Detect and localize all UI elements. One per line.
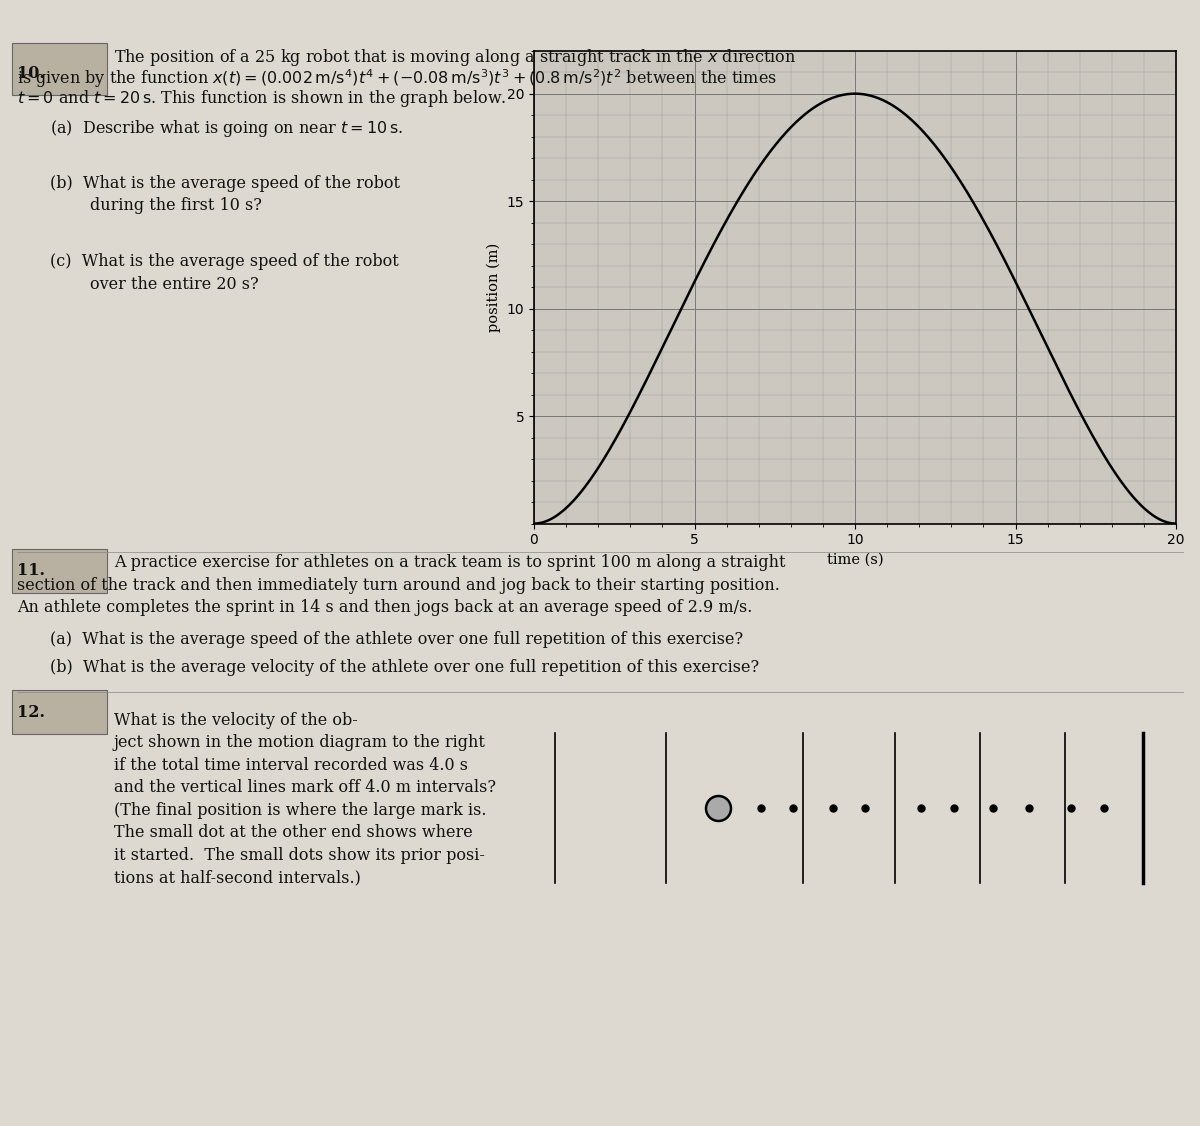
Text: during the first 10 s?: during the first 10 s? (90, 197, 262, 214)
Text: 11.: 11. (17, 562, 44, 580)
Text: (c)  What is the average speed of the robot: (c) What is the average speed of the rob… (50, 253, 400, 270)
Text: it started.  The small dots show its prior posi-: it started. The small dots show its prio… (114, 847, 485, 864)
Text: What is the velocity of the ob-: What is the velocity of the ob- (114, 712, 358, 729)
Text: (a)  Describe what is going on near $t = 10\,\mathrm{s}$.: (a) Describe what is going on near $t = … (50, 118, 403, 140)
Text: ject shown in the motion diagram to the right: ject shown in the motion diagram to the … (114, 734, 486, 751)
Text: An athlete completes the sprint in 14 s and then jogs back at an average speed o: An athlete completes the sprint in 14 s … (17, 599, 752, 616)
Text: The small dot at the other end shows where: The small dot at the other end shows whe… (114, 824, 473, 841)
Text: (b)  What is the average velocity of the athlete over one full repetition of thi: (b) What is the average velocity of the … (50, 659, 760, 676)
Text: if the total time interval recorded was 4.0 s: if the total time interval recorded was … (114, 757, 468, 774)
Text: 12.: 12. (17, 704, 44, 722)
Text: 10.: 10. (17, 64, 44, 82)
Text: is given by the function $x(t) = (0.002\,\mathrm{m/s^4})t^4+(-0.08\,\mathrm{m/s^: is given by the function $x(t) = (0.002\… (17, 68, 776, 90)
Text: The position of a 25 kg robot that is moving along a straight track in the $x$ d: The position of a 25 kg robot that is mo… (114, 47, 797, 69)
Text: (b)  What is the average speed of the robot: (b) What is the average speed of the rob… (50, 175, 401, 191)
Y-axis label: position (m): position (m) (487, 242, 502, 332)
Text: over the entire 20 s?: over the entire 20 s? (90, 276, 259, 293)
Text: $t = 0$ and $t = 20\,\mathrm{s}$. This function is shown in the graph below.: $t = 0$ and $t = 20\,\mathrm{s}$. This f… (17, 88, 506, 109)
Text: (a)  What is the average speed of the athlete over one full repetition of this e: (a) What is the average speed of the ath… (50, 631, 744, 647)
Text: section of the track and then immediately turn around and jog back to their star: section of the track and then immediatel… (17, 577, 780, 593)
Text: (The final position is where the large mark is.: (The final position is where the large m… (114, 802, 486, 819)
X-axis label: time (s): time (s) (827, 553, 883, 566)
Text: A practice exercise for athletes on a track team is to sprint 100 m along a stra: A practice exercise for athletes on a tr… (114, 554, 786, 571)
Text: tions at half-second intervals.): tions at half-second intervals.) (114, 869, 361, 886)
Text: and the vertical lines mark off 4.0 m intervals?: and the vertical lines mark off 4.0 m in… (114, 779, 496, 796)
